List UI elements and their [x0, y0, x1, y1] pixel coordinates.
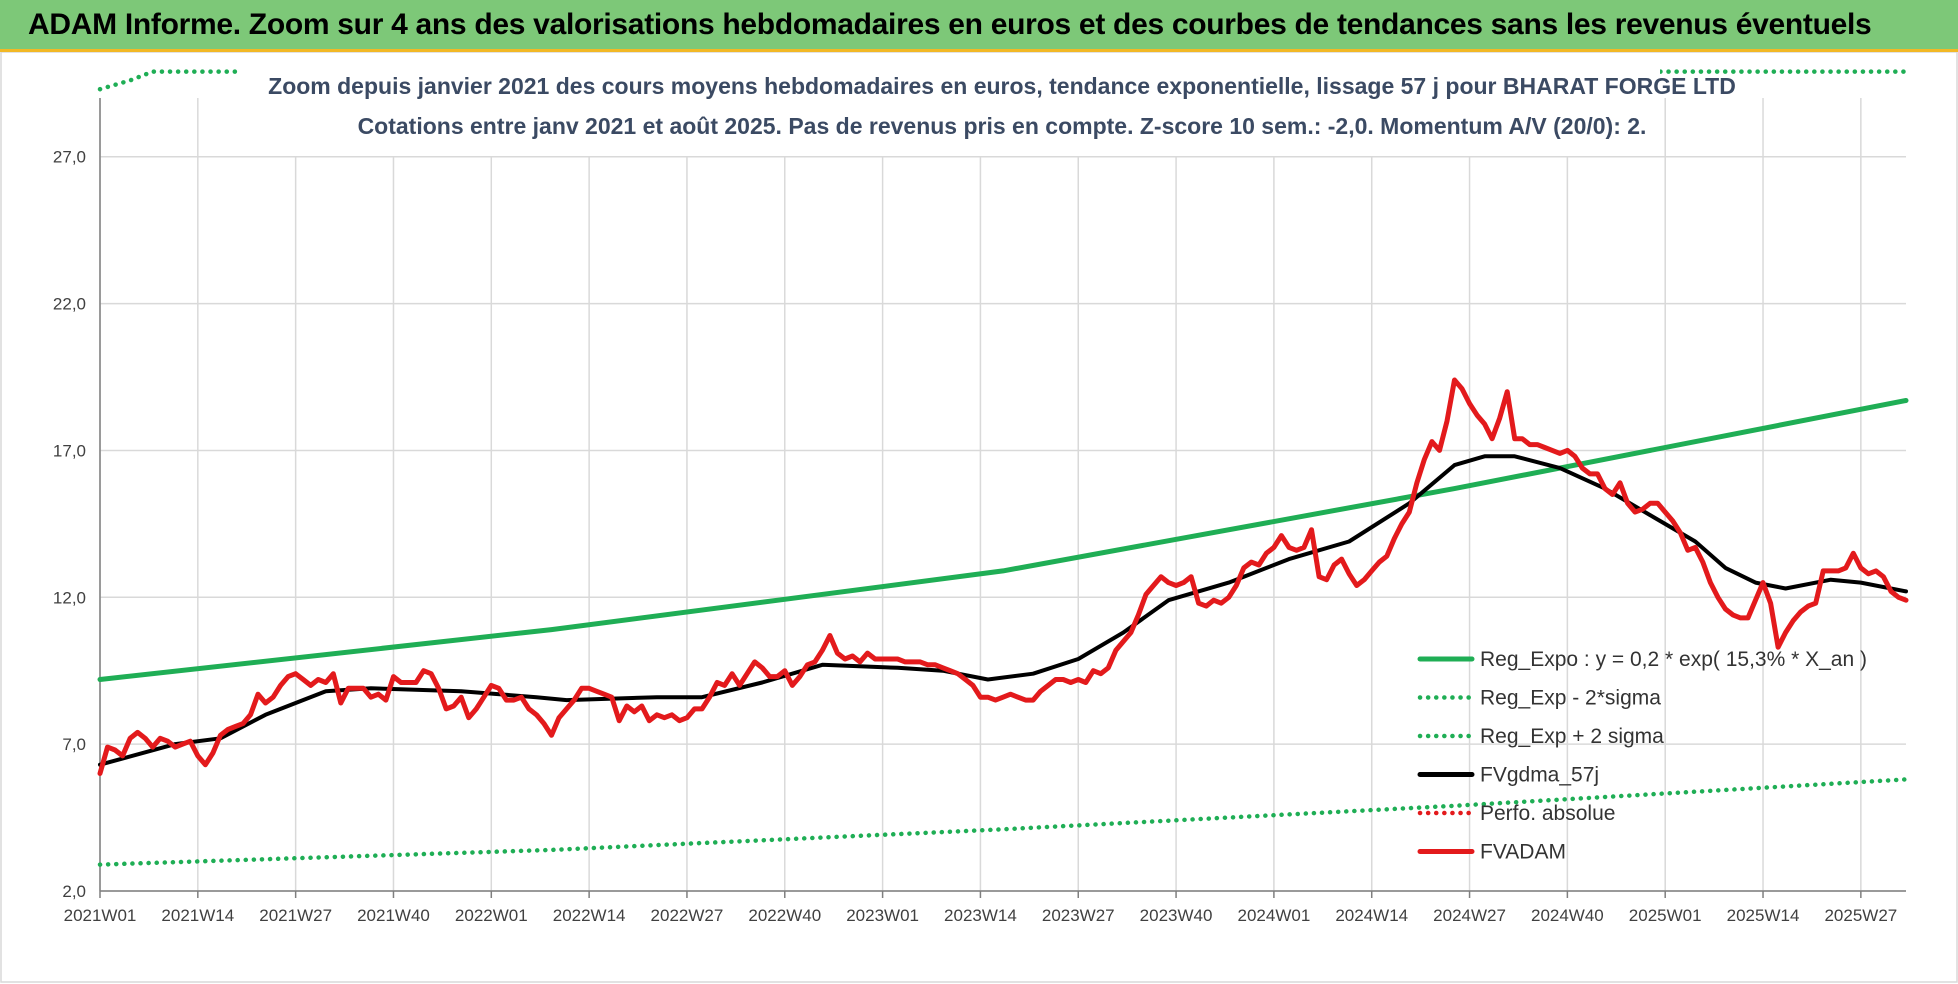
x-tick-label: 2023W40	[1140, 906, 1213, 925]
header-title: ADAM Informe. Zoom sur 4 ans des valoris…	[28, 8, 1872, 41]
y-tick-label: 17,0	[53, 441, 86, 460]
fvadam-line	[97, 377, 1909, 776]
y-tick-label: 2,0	[62, 882, 86, 901]
x-tick-label: 2022W40	[748, 906, 821, 925]
legend-label: Reg_Expo : y = 0,2 * exp( 15,3% * X_an )	[1480, 648, 1867, 671]
x-tick-label: 2023W14	[944, 906, 1017, 925]
x-tick-label: 2025W01	[1629, 906, 1702, 925]
legend-label: FVgdma_57j	[1480, 764, 1599, 787]
title-mask	[240, 58, 1660, 156]
legend: Reg_Expo : y = 0,2 * exp( 15,3% * X_an )…	[1417, 648, 1867, 864]
reg-expo-line	[97, 398, 1909, 682]
x-tick-label: 2024W27	[1433, 906, 1506, 925]
legend-label: Reg_Exp + 2 sigma	[1480, 725, 1664, 748]
x-tick-label: 2021W01	[64, 906, 137, 925]
legend-label: Reg_Exp - 2*sigma	[1480, 687, 1661, 710]
chart-svg: 2,0 7,0 12,0 17,0 22,0 27,0 2021W01 2021W14 2021…	[0, 52, 1958, 983]
x-tick-label: 2021W27	[259, 906, 332, 925]
x-tick-label: 2022W14	[553, 906, 626, 925]
x-tick-label: 2024W40	[1531, 906, 1604, 925]
x-tick-label: 2023W27	[1042, 906, 1115, 925]
y-tick-label: 22,0	[53, 295, 86, 314]
x-tick-label: 2023W01	[846, 906, 919, 925]
y-tick-label: 12,0	[53, 588, 86, 607]
legend-label: FVADAM	[1480, 841, 1566, 864]
x-tick-label: 2024W01	[1238, 906, 1311, 925]
x-tick-label: 2021W14	[161, 906, 234, 925]
x-tick-label: 2022W27	[651, 906, 724, 925]
reg-exp-plus-2sigma-line	[97, 69, 1909, 92]
x-tick-label: 2021W40	[357, 906, 430, 925]
x-tick-label: 2025W14	[1727, 906, 1800, 925]
y-tick-label: 27,0	[53, 148, 86, 167]
chart-title: Zoom depuis janvier 2021 des cours moyen…	[268, 73, 1736, 99]
fvgdma-57j-line	[98, 454, 1908, 767]
legend-label: Perfo. absolue	[1480, 802, 1615, 825]
x-tick-label: 2025W27	[1824, 906, 1897, 925]
x-tick-label: 2024W14	[1335, 906, 1408, 925]
header-banner: ADAM Informe. Zoom sur 4 ans des valoris…	[0, 0, 1958, 52]
chart-subtitle: Cotations entre janv 2021 et août 2025. …	[358, 113, 1647, 139]
x-tick-label: 2022W01	[455, 906, 528, 925]
reg-exp-minus-2sigma-line	[97, 777, 1909, 867]
y-tick-label: 7,0	[62, 735, 86, 754]
